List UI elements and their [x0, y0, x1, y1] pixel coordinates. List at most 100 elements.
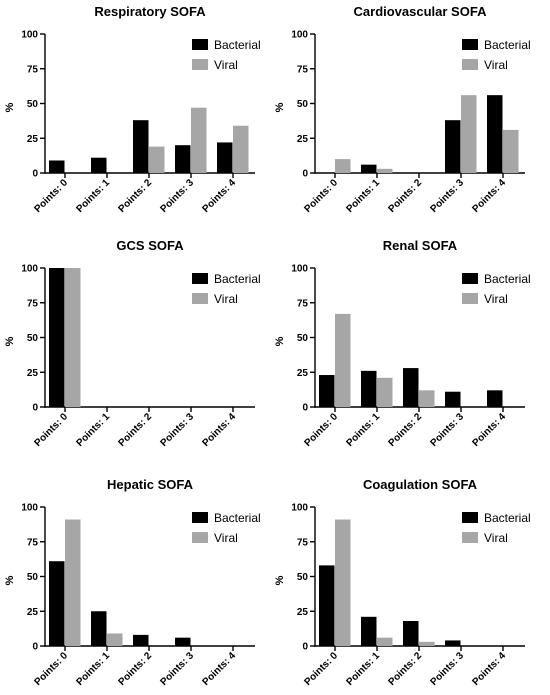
y-tick-label: 75 — [27, 298, 39, 309]
x-tick-label: Points: 3 — [428, 177, 466, 215]
y-tick-label: 0 — [32, 642, 38, 653]
legend-swatch-viral — [192, 59, 208, 70]
y-tick-label: 100 — [291, 30, 308, 41]
x-tick-label: Points: 3 — [158, 411, 196, 449]
legend-label-bacterial: Bacterial — [484, 511, 531, 525]
bar-viral-4 — [503, 129, 519, 173]
y-axis-label: % — [4, 575, 16, 585]
bar-bacterial-0 — [49, 160, 65, 173]
bar-bacterial-2 — [403, 368, 419, 407]
legend-swatch-viral — [192, 532, 208, 543]
bar-viral-0 — [335, 519, 351, 646]
y-tick-label: 0 — [32, 169, 38, 180]
bar-bacterial-2 — [403, 620, 419, 646]
x-tick-label: Points: 0 — [32, 411, 70, 449]
bar-bacterial-4 — [487, 390, 503, 407]
bar-bacterial-2 — [133, 634, 149, 646]
legend-swatch-viral — [462, 532, 478, 543]
bar-viral-2 — [419, 390, 435, 407]
y-axis-label: % — [274, 336, 286, 346]
bar-bacterial-3 — [445, 640, 461, 646]
y-axis-label: % — [274, 102, 286, 112]
bar-bacterial-0 — [319, 375, 335, 407]
x-tick-label: Points: 2 — [386, 650, 424, 688]
y-tick-label: 100 — [291, 264, 308, 275]
legend-label-viral: Viral — [214, 58, 238, 72]
legend-label-bacterial: Bacterial — [214, 38, 261, 52]
x-tick-label: Points: 2 — [116, 650, 154, 688]
x-tick-label: Points: 0 — [302, 650, 340, 688]
y-tick-label: 0 — [32, 403, 38, 414]
x-tick-label: Points: 1 — [74, 177, 112, 215]
x-tick-label: Points: 1 — [344, 650, 382, 688]
bar-bacterial-3 — [175, 637, 191, 646]
y-tick-label: 25 — [297, 134, 309, 145]
legend-swatch-bacterial — [192, 273, 208, 284]
x-tick-label: Points: 4 — [200, 411, 238, 449]
x-tick-label: Points: 4 — [470, 411, 508, 449]
y-tick-label: 75 — [297, 298, 309, 309]
legend-label-bacterial: Bacterial — [214, 272, 261, 286]
y-tick-label: 0 — [302, 169, 308, 180]
bar-viral-0 — [65, 519, 81, 646]
x-tick-label: Points: 4 — [470, 177, 508, 215]
bar-bacterial-0 — [49, 268, 65, 407]
bar-bacterial-0 — [319, 565, 335, 646]
chart-title: GCS SOFA — [116, 238, 184, 253]
x-tick-label: Points: 0 — [302, 411, 340, 449]
bar-bacterial-0 — [49, 561, 65, 646]
x-tick-label: Points: 2 — [116, 177, 154, 215]
x-tick-label: Points: 1 — [344, 177, 382, 215]
legend-swatch-viral — [462, 293, 478, 304]
y-tick-label: 50 — [297, 99, 309, 110]
legend-swatch-bacterial — [462, 39, 478, 50]
y-tick-label: 25 — [297, 607, 309, 618]
y-tick-label: 0 — [302, 642, 308, 653]
y-tick-label: 75 — [27, 64, 39, 75]
bar-viral-2 — [419, 641, 435, 646]
bar-viral-1 — [107, 633, 123, 646]
x-tick-label: Points: 4 — [200, 650, 238, 688]
legend-swatch-bacterial — [192, 512, 208, 523]
y-axis-label: % — [274, 575, 286, 585]
y-tick-label: 50 — [27, 572, 39, 583]
bar-bacterial-4 — [217, 142, 233, 173]
bar-bacterial-3 — [445, 391, 461, 407]
y-tick-label: 50 — [27, 333, 39, 344]
chart-title: Renal SOFA — [383, 238, 458, 253]
x-tick-label: Points: 0 — [32, 650, 70, 688]
y-tick-label: 100 — [21, 264, 38, 275]
y-tick-label: 100 — [291, 503, 308, 514]
y-tick-label: 25 — [27, 368, 39, 379]
chart-title: Coagulation SOFA — [363, 477, 478, 492]
y-tick-label: 25 — [27, 134, 39, 145]
y-tick-label: 0 — [302, 403, 308, 414]
x-tick-label: Points: 3 — [428, 650, 466, 688]
x-tick-label: Points: 1 — [74, 650, 112, 688]
x-tick-label: Points: 0 — [302, 177, 340, 215]
bar-bacterial-1 — [361, 164, 377, 173]
y-tick-label: 100 — [21, 503, 38, 514]
bar-viral-0 — [335, 159, 351, 173]
bar-viral-0 — [65, 268, 81, 407]
bar-bacterial-4 — [487, 95, 503, 173]
y-tick-label: 75 — [27, 537, 39, 548]
bar-viral-2 — [149, 146, 165, 173]
chart-title: Respiratory SOFA — [94, 4, 206, 19]
legend-label-viral: Viral — [214, 531, 238, 545]
x-tick-label: Points: 2 — [386, 411, 424, 449]
legend-label-bacterial: Bacterial — [484, 38, 531, 52]
x-tick-label: Points: 3 — [428, 411, 466, 449]
legend-label-viral: Viral — [484, 58, 508, 72]
legend-swatch-bacterial — [462, 512, 478, 523]
bar-bacterial-3 — [175, 145, 191, 173]
x-tick-label: Points: 3 — [158, 177, 196, 215]
legend-label-bacterial: Bacterial — [484, 272, 531, 286]
y-tick-label: 25 — [27, 607, 39, 618]
